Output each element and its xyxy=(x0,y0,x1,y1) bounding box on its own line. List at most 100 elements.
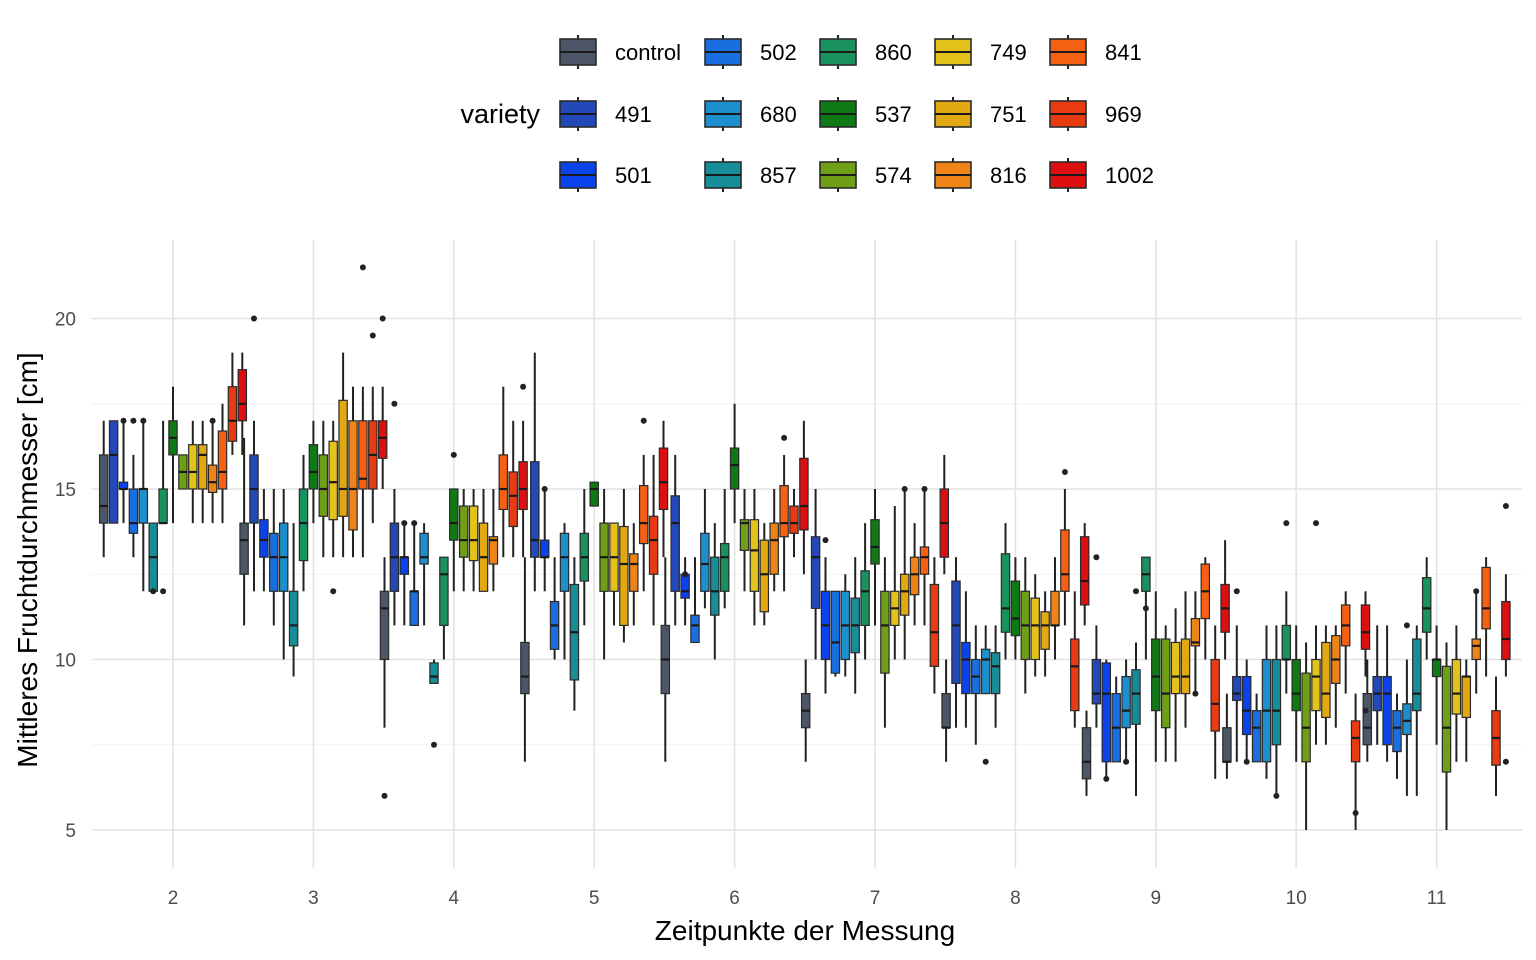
box-537-t2 xyxy=(168,386,178,524)
box-body xyxy=(559,532,570,592)
box-537-t8 xyxy=(1010,557,1021,660)
box-body xyxy=(1291,658,1301,712)
box-969-t8 xyxy=(1070,591,1080,728)
box-574-t2 xyxy=(178,454,188,490)
box-body xyxy=(1190,617,1201,647)
outlier-point xyxy=(431,741,437,748)
legend-item-816: 816 xyxy=(934,158,1027,192)
box-body xyxy=(1451,658,1462,715)
outlier-point xyxy=(150,588,157,595)
box-857-t3 xyxy=(288,523,299,677)
box-816-t11 xyxy=(1471,588,1481,694)
box-680-t3 xyxy=(278,489,289,660)
legend-title: variety xyxy=(460,99,540,129)
outlier-point xyxy=(369,332,376,339)
box-816-t6 xyxy=(769,489,779,592)
box-502-t3 xyxy=(269,489,279,626)
box-body xyxy=(449,488,459,541)
box-body xyxy=(980,648,991,695)
box-body xyxy=(810,536,821,609)
box-857-t11 xyxy=(1412,625,1422,796)
box-body xyxy=(377,420,388,459)
box-body xyxy=(1210,658,1220,732)
box-body xyxy=(1471,638,1481,661)
box-751-t7 xyxy=(899,486,910,660)
box-body xyxy=(399,556,410,575)
box-body xyxy=(710,556,720,616)
box-537-t5 xyxy=(589,481,599,507)
outlier-point xyxy=(1273,792,1280,799)
box-816-t4 xyxy=(488,489,499,592)
box-502-t4 xyxy=(409,520,419,626)
box-body xyxy=(379,590,390,661)
outlier-point xyxy=(1473,588,1480,595)
box-860-t3 xyxy=(298,454,309,592)
box-680-t11 xyxy=(1402,622,1412,796)
box-body xyxy=(108,420,119,524)
outlier-point xyxy=(1403,622,1410,629)
legend-item-749: 749 xyxy=(934,35,1027,69)
outlier-point xyxy=(401,520,408,527)
box-body xyxy=(328,440,338,521)
box-501-t5 xyxy=(539,486,550,592)
box-body xyxy=(629,553,639,592)
box-body xyxy=(348,420,358,531)
outlier-point xyxy=(1313,520,1319,527)
box-751-t4 xyxy=(478,489,489,592)
legend-item-857: 857 xyxy=(704,158,797,192)
box-1002-t10 xyxy=(1360,591,1371,714)
box-control-t3 xyxy=(239,437,249,626)
box-body xyxy=(1131,669,1141,725)
legend-item-969: 969 xyxy=(1049,97,1142,131)
box-body xyxy=(1010,580,1021,637)
x-tick-label: 5 xyxy=(589,888,600,909)
x-tick-label: 8 xyxy=(1010,888,1021,909)
box-body xyxy=(298,488,309,562)
box-body xyxy=(269,532,279,592)
box-body xyxy=(1350,720,1361,763)
box-1002-t7 xyxy=(939,454,950,575)
box-751-t5 xyxy=(619,489,629,643)
outlier-point xyxy=(1133,588,1139,595)
box-body xyxy=(1241,675,1252,736)
box-501-t11 xyxy=(1382,625,1392,762)
box-body xyxy=(880,590,890,674)
box-502-t6 xyxy=(690,557,700,644)
outlier-point xyxy=(330,588,337,595)
box-574-t8 xyxy=(1020,557,1031,694)
outlier-point xyxy=(391,400,398,407)
box-857-t6 xyxy=(710,523,720,660)
x-axis-title: Zeitpunkte der Messung xyxy=(655,915,955,946)
box-body xyxy=(638,484,649,545)
box-749-t2 xyxy=(188,420,198,524)
box-body xyxy=(1060,529,1070,592)
box-501-t7 xyxy=(820,537,831,694)
legend-item-537: 537 xyxy=(819,97,912,131)
y-tick-label: 15 xyxy=(55,480,76,501)
box-860-t8 xyxy=(1000,523,1011,660)
box-body xyxy=(1281,624,1292,661)
box-574-t3 xyxy=(318,420,329,558)
box-969-t9 xyxy=(1210,625,1220,779)
box-body xyxy=(259,519,269,558)
box-574-t4 xyxy=(458,489,469,592)
box-491-t3 xyxy=(249,315,259,592)
box-body xyxy=(1271,658,1282,746)
legend-item-841: 841 xyxy=(1049,35,1142,69)
x-axis-ticks: 2 3 4 5 6 7 8 9 10 11 xyxy=(168,888,1447,909)
box-816-t2 xyxy=(207,417,218,524)
box-body xyxy=(1170,641,1181,695)
y-tick-label: 20 xyxy=(55,310,76,331)
box-body xyxy=(779,484,789,538)
outlier-point xyxy=(1362,707,1369,714)
box-860-t9 xyxy=(1141,556,1151,660)
box-body xyxy=(860,570,870,627)
outlier-point xyxy=(1123,758,1130,765)
box-body xyxy=(1321,641,1331,719)
box-body xyxy=(961,641,971,695)
box-body xyxy=(1040,611,1050,650)
box-749-t5 xyxy=(609,522,619,626)
box-749-t6 xyxy=(749,489,760,626)
box-1002-t5 xyxy=(658,420,669,558)
box-control-t4 xyxy=(379,557,390,799)
